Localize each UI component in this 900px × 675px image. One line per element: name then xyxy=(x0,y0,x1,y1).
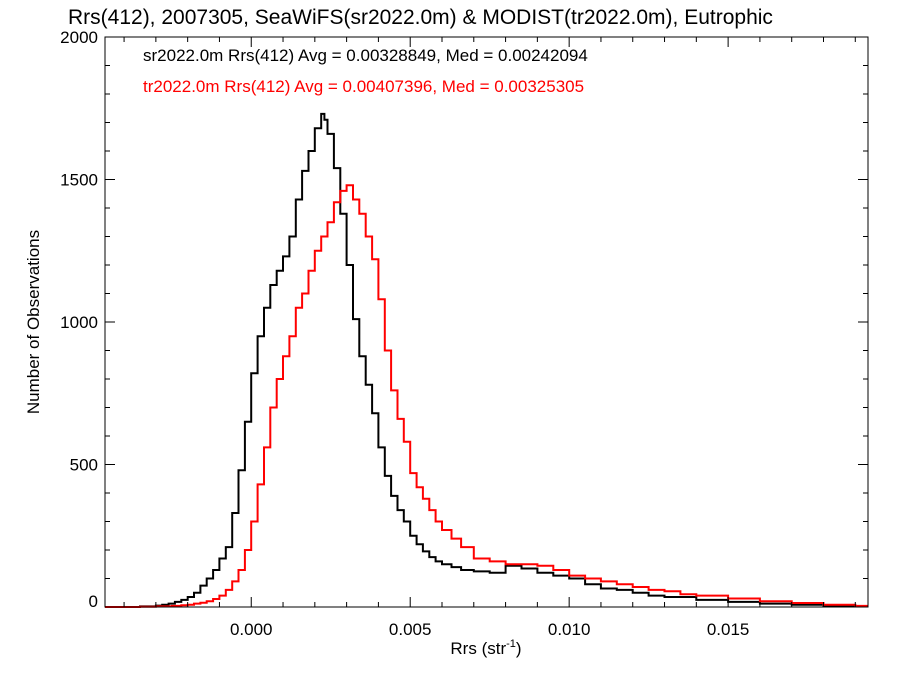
series-layer xyxy=(105,112,868,608)
y-axis-label: Number of Observations xyxy=(24,230,43,414)
ticks-layer xyxy=(105,36,868,608)
x-tick-label: 0.000 xyxy=(230,620,273,639)
x-axis-label-main: Rrs (str xyxy=(450,639,506,658)
y-tick-label: 1000 xyxy=(60,313,98,332)
y-tick-labels: 0 500 1000 1500 2000 xyxy=(60,28,98,611)
x-tick-label: 0.015 xyxy=(707,620,750,639)
series-line-tr2022 xyxy=(105,184,868,608)
y-tick-label: 500 xyxy=(70,456,98,475)
y-tick-label: 0 xyxy=(89,592,98,611)
series-line-sr2022 xyxy=(105,112,868,608)
chart-title: Rrs(412), 2007305, SeaWiFS(sr2022.0m) & … xyxy=(68,6,773,29)
plot-frame xyxy=(104,36,869,608)
x-tick-labels: 0.000 0.005 0.010 0.015 xyxy=(230,620,749,639)
x-axis-label-close: ) xyxy=(516,639,522,658)
y-tick-label: 1500 xyxy=(60,171,98,190)
y-tick-label: 2000 xyxy=(60,28,98,47)
x-axis-label-superscript: -1 xyxy=(506,638,516,650)
legend-entry-sr2022: sr2022.0m Rrs(412) Avg = 0.00328849, Med… xyxy=(143,46,588,65)
x-tick-label: 0.010 xyxy=(548,620,591,639)
x-tick-label: 0.005 xyxy=(389,620,432,639)
x-axis-label: Rrs (str-1) xyxy=(450,638,521,658)
legend-entry-tr2022: tr2022.0m Rrs(412) Avg = 0.00407396, Med… xyxy=(143,77,584,96)
